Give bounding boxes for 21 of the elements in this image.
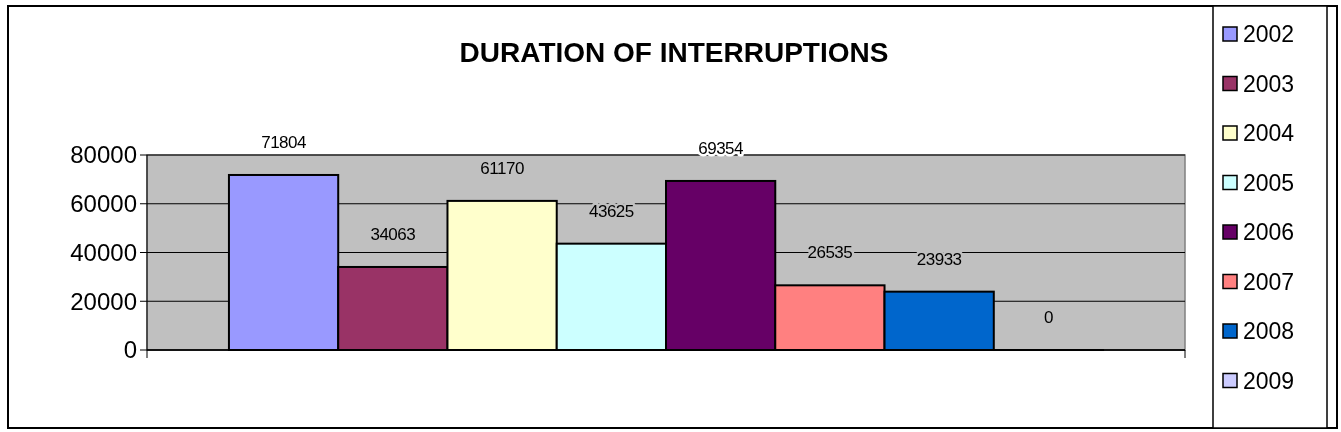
data-label: 69354 [698,138,744,158]
legend-label: 2004 [1243,120,1295,147]
legend-label: 2008 [1243,318,1295,345]
legend-label: 2002 [1243,21,1295,48]
legend-label: 2003 [1243,70,1295,97]
chart-title: DURATION OF INTERRUPTIONS [459,37,889,68]
data-label: 71804 [261,132,307,152]
data-label: 43625 [588,201,634,221]
y-tick-label: 80000 [70,141,137,169]
legend-label: 2009 [1243,367,1295,394]
legend-label: 2005 [1243,169,1295,196]
legend-label: 2007 [1243,268,1295,295]
data-label: 23933 [916,249,962,269]
legend-label: 2006 [1243,219,1295,246]
y-tick-label: 20000 [70,287,137,315]
y-tick-label: 0 [123,336,137,364]
y-tick-label: 60000 [70,190,137,218]
data-label: 61170 [480,158,524,178]
y-tick-label: 40000 [70,238,137,266]
data-label: 34063 [370,224,416,244]
data-label: 0 [1043,307,1053,327]
